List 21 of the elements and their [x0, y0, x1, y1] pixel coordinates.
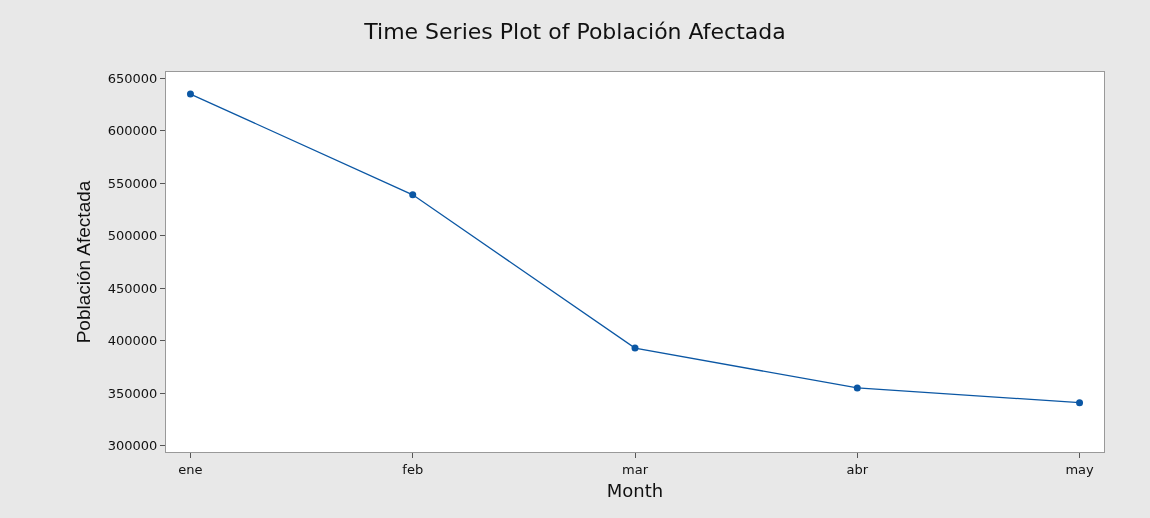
y-tick-label: 300000	[107, 438, 158, 454]
point	[853, 384, 861, 392]
y-tick-label: 600000	[107, 123, 158, 139]
y-tick-label: 450000	[107, 280, 158, 296]
x-tick-label: mar	[622, 461, 649, 477]
x-tick-label: ene	[178, 461, 203, 477]
x-tick-label: feb	[402, 461, 424, 477]
y-tick-label: 500000	[107, 228, 158, 244]
y-tick-label: 650000	[107, 70, 158, 86]
y-axis-title: Población Afectada	[72, 180, 94, 344]
x-tick-label: abr	[846, 461, 869, 477]
y-tick-label: 400000	[107, 333, 158, 349]
x-axis-title: Month	[606, 479, 664, 501]
point	[1076, 399, 1084, 407]
y-tick-label: 550000	[107, 175, 158, 191]
x-tick-label: may	[1065, 461, 1095, 477]
point	[631, 344, 639, 352]
y-tick-label: 350000	[107, 385, 158, 401]
point	[409, 191, 417, 199]
chart-title: Time Series Plot of Población Afectada	[363, 18, 786, 44]
point	[186, 90, 194, 98]
